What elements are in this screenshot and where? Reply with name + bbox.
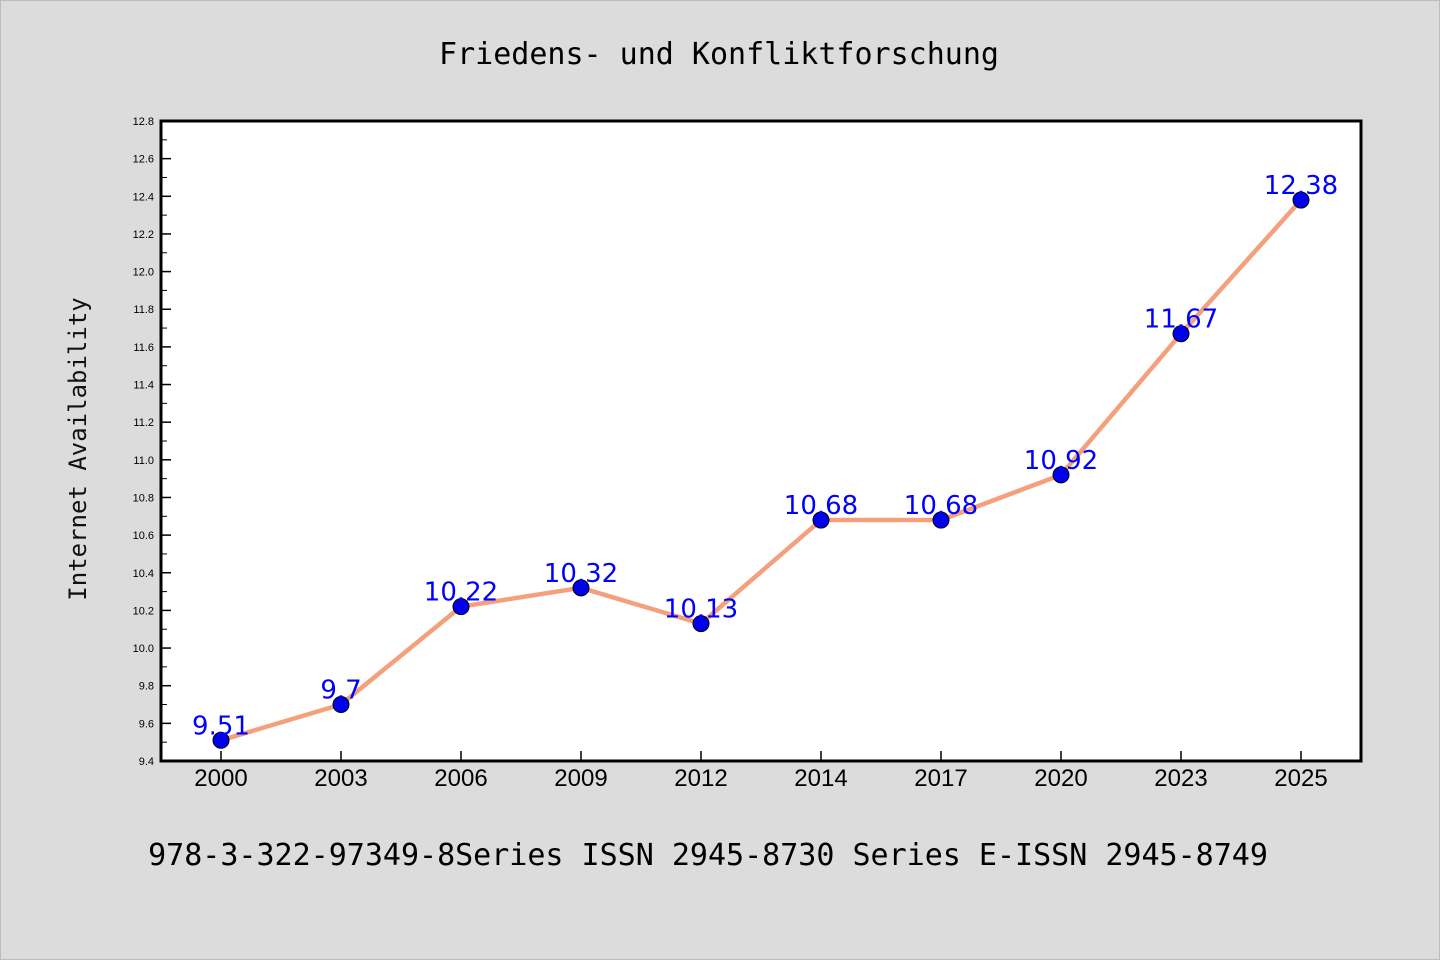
data-point: [332, 696, 350, 714]
x-tick-label: 2017: [914, 765, 967, 792]
data-label: 10.68: [784, 491, 858, 521]
data-point: [692, 615, 710, 633]
x-tick-label: 2014: [794, 765, 847, 792]
series-layer: [212, 191, 1310, 749]
y-tick-label: 12.6: [133, 154, 154, 166]
data-label: 12.38: [1264, 171, 1338, 201]
data-point: [1292, 191, 1310, 209]
data-label: 11.67: [1144, 305, 1218, 335]
x-tick-label: 2000: [194, 765, 247, 792]
data-point: [1172, 325, 1190, 343]
data-labels: 9.51 9.7 10.22 10.32 10.13 10.68 10.68 10.92 11.…: [192, 171, 1338, 741]
y-tick-label: 12.0: [133, 267, 154, 279]
y-tick-label: 11.4: [133, 380, 154, 392]
x-tick-label: 2006: [434, 765, 487, 792]
y-axis-ticks: 9.4 9.6 9.8 10.0 10.2 10.4 10.6 10.8 11.0 11.2 11.…: [133, 116, 171, 768]
data-point: [1052, 466, 1070, 484]
x-tick-label: 2003: [314, 765, 367, 792]
data-label: 10.92: [1024, 446, 1098, 476]
data-point: [932, 511, 950, 529]
y-tick-label: 12.8: [133, 116, 154, 128]
x-tick-label: 2012: [674, 765, 727, 792]
data-point: [212, 731, 230, 749]
x-tick-label: 2020: [1034, 765, 1087, 792]
x-tick-label: 2025: [1274, 765, 1327, 792]
data-point: [452, 598, 470, 616]
data-label: 10.22: [424, 578, 498, 608]
data-label: 10.13: [664, 595, 738, 625]
y-axis-label: Internet Availability: [64, 297, 92, 600]
data-label: 9.51: [192, 711, 250, 741]
series-line: [220, 198, 1303, 743]
data-point: [572, 579, 590, 597]
y-tick-label: 10.8: [133, 492, 154, 504]
data-label: 10.32: [544, 559, 618, 589]
data-label: 10.68: [904, 491, 978, 521]
footer-isbn-issn: 978-3-322-97349-8Series ISSN 2945-8730 S…: [148, 838, 1268, 873]
x-tick-label: 2023: [1154, 765, 1207, 792]
y-tick-label: 9.8: [139, 681, 154, 693]
plot-area: [159, 119, 1363, 763]
chart-title: Friedens- und Konfliktforschung: [439, 37, 999, 72]
y-tick-label: 11.6: [133, 342, 154, 354]
y-tick-label: 10.4: [133, 568, 154, 580]
y-tick-label: 12.2: [133, 229, 154, 241]
y-tick-label: 10.6: [133, 530, 154, 542]
y-tick-label: 10.2: [133, 605, 154, 617]
data-label: 9.7: [320, 676, 361, 706]
data-point: [812, 511, 830, 529]
y-tick-label: 11.2: [133, 417, 154, 429]
y-tick-label: 11.0: [133, 455, 154, 467]
x-tick-label: 2009: [554, 765, 607, 792]
y-tick-label: 9.4: [139, 756, 154, 768]
y-tick-label: 11.8: [133, 304, 154, 316]
x-axis-ticks: 2000 2003 2006 2009 2012 2014 2017 2020 2023 2025: [194, 751, 1328, 792]
y-tick-label: 12.4: [133, 191, 154, 203]
y-tick-label: 9.6: [139, 718, 154, 730]
y-tick-label: 10.0: [133, 643, 154, 655]
